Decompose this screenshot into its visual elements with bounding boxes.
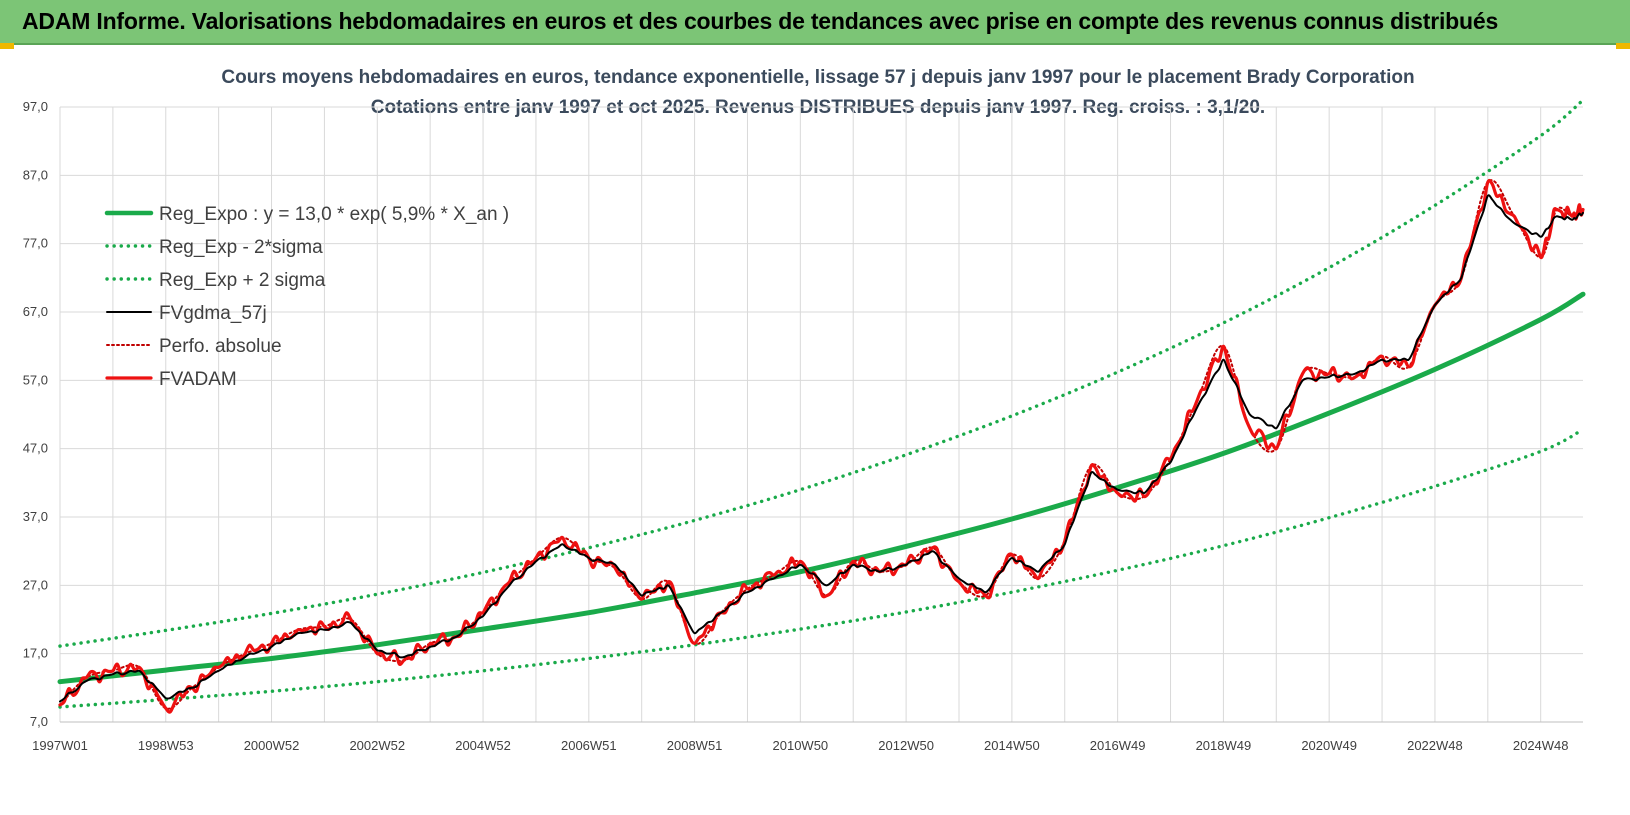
series-line-5 — [58, 178, 1585, 714]
series-line-3 — [59, 194, 1584, 703]
report-banner: ADAM Informe. Valorisations hebdomadaire… — [0, 0, 1630, 45]
legend-label: Perfo. absolue — [159, 336, 282, 357]
x-tick-label: 2014W50 — [984, 738, 1040, 753]
x-tick-label: 2012W50 — [878, 738, 934, 753]
x-tick-label: 2006W51 — [561, 738, 617, 753]
y-tick-label: 47,0 — [23, 441, 48, 456]
series-line-4 — [59, 179, 1584, 710]
x-tick-label: 2018W49 — [1196, 738, 1252, 753]
series-group — [57, 98, 1586, 714]
y-tick-label: 7,0 — [30, 714, 48, 729]
series-line-2 — [58, 98, 1585, 648]
corner-accent-left — [0, 43, 14, 49]
legend: Reg_Expo : y = 13,0 * exp( 5,9% * X_an )… — [104, 204, 509, 390]
x-tick-label: 2008W51 — [667, 738, 723, 753]
legend-label: Reg_Exp - 2*sigma — [159, 237, 323, 258]
chart-title: Cours moyens hebdomadaires en euros, ten… — [221, 67, 1414, 88]
corner-accent-right — [1616, 43, 1630, 49]
x-tick-label: 2024W48 — [1513, 738, 1569, 753]
x-tick-label: 2016W49 — [1090, 738, 1146, 753]
legend-label: FVgdma_57j — [159, 303, 267, 324]
y-tick-label: 67,0 — [23, 304, 48, 319]
chart-area: Cours moyens hebdomadaires en euros, ten… — [0, 45, 1630, 815]
gridlines — [59, 106, 1583, 723]
y-tick-label: 97,0 — [23, 99, 48, 114]
x-tick-label: 1997W01 — [32, 738, 88, 753]
x-tick-label: 2022W48 — [1407, 738, 1463, 753]
x-tick-label: 2002W52 — [349, 738, 405, 753]
line-chart: Cours moyens hebdomadaires en euros, ten… — [23, 67, 1586, 753]
legend-label: FVADAM — [159, 369, 237, 390]
y-tick-label: 77,0 — [23, 236, 48, 251]
axis-ticks: 97,0 87,0 77,0 67,0 57,0 47,0 37,0 27,0 17,0 7,0 1… — [23, 99, 1583, 753]
report-title: ADAM Informe. Valorisations hebdomadaire… — [22, 8, 1499, 34]
series-line-0 — [57, 291, 1586, 685]
x-tick-label: 2020W49 — [1301, 738, 1357, 753]
y-tick-label: 27,0 — [23, 577, 48, 592]
x-tick-label: 2004W52 — [455, 738, 511, 753]
y-tick-label: 17,0 — [23, 646, 48, 661]
y-tick-label: 87,0 — [23, 167, 48, 182]
legend-label: Reg_Expo : y = 13,0 * exp( 5,9% * X_an ) — [159, 204, 509, 225]
x-tick-label: 2010W50 — [773, 738, 829, 753]
legend-label: Reg_Exp + 2 sigma — [159, 270, 326, 291]
x-tick-label: 2000W52 — [244, 738, 300, 753]
y-tick-label: 57,0 — [23, 372, 48, 387]
y-tick-label: 37,0 — [23, 509, 48, 524]
x-tick-label: 1998W53 — [138, 738, 194, 753]
